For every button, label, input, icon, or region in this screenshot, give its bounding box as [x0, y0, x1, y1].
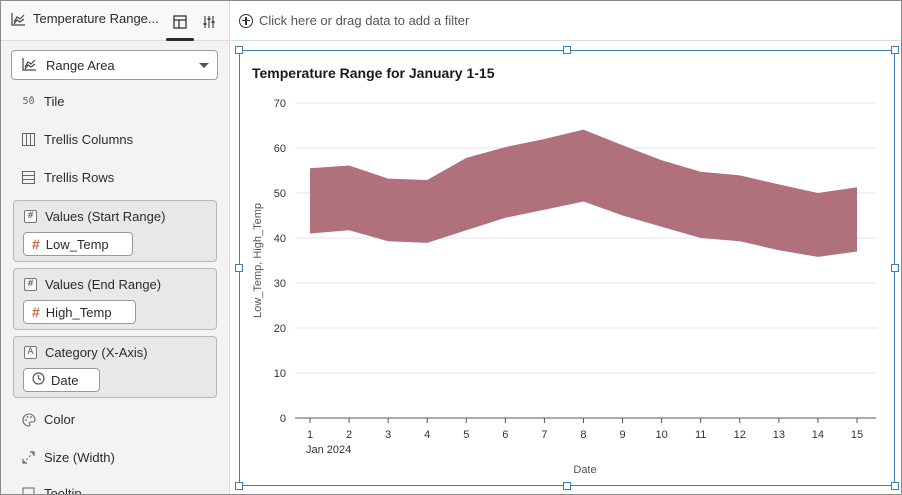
clock-icon: [32, 372, 45, 388]
resize-handle-bottom-right[interactable]: [891, 482, 899, 490]
visualization-tab-title: Temperature Range...: [33, 11, 159, 26]
x-tick-label: 6: [502, 429, 508, 441]
x-tick-label: 8: [580, 429, 586, 441]
tile-drop-target[interactable]: 5̄0 Tile: [21, 94, 64, 109]
y-tick-label: 50: [274, 188, 286, 200]
x-tick-label: 5: [463, 429, 469, 441]
size-drop-target[interactable]: Size (Width): [21, 450, 115, 465]
values-start-range-header: # Values (Start Range): [24, 209, 165, 224]
properties-tab-icon[interactable]: [198, 12, 220, 32]
x-tick-label: 4: [424, 429, 430, 441]
size-label: Size (Width): [44, 450, 115, 465]
x-tick-label: 3: [385, 429, 391, 441]
high-temp-chip-label: High_Temp: [45, 304, 112, 320]
y-tick-label: 0: [280, 413, 286, 425]
number-column-icon: #: [32, 236, 40, 252]
x-tick-label: 12: [734, 429, 746, 441]
values-end-range-label: Values (End Range): [45, 277, 162, 292]
attribute-icon: A: [24, 346, 37, 359]
values-start-range-group[interactable]: # Values (Start Range) # Low_Temp: [13, 200, 217, 262]
y-tick-label: 60: [274, 143, 286, 155]
tile-icon: 5̄0: [22, 96, 35, 107]
resize-handle-top-left[interactable]: [235, 46, 243, 54]
add-filter-icon[interactable]: [239, 13, 253, 28]
visualization-canvas[interactable]: Temperature Range for January 1-15 0 10 20…: [235, 46, 899, 490]
x-tick-label: 10: [656, 429, 668, 441]
temperature-range-area[interactable]: [310, 129, 857, 257]
visualization-tab[interactable]: Temperature Range...: [11, 11, 159, 26]
low-temp-chip[interactable]: # Low_Temp: [23, 232, 133, 256]
category-x-axis-group[interactable]: A Category (X-Axis) Date: [13, 336, 217, 398]
trellis-rows-icon: [21, 170, 36, 185]
x-tick-label: 14: [812, 429, 824, 441]
tooltip-label: Tooltip: [44, 486, 82, 494]
y-tick-label: 40: [274, 233, 286, 245]
values-end-range-header: # Values (End Range): [24, 277, 161, 292]
date-chip-label: Date: [51, 372, 79, 388]
x-axis-title: Date: [573, 464, 596, 476]
x-tick-label: 13: [773, 429, 785, 441]
resize-handle-left[interactable]: [235, 264, 243, 272]
tooltip-drop-target[interactable]: Tooltip: [21, 486, 82, 494]
color-label: Color: [44, 412, 76, 427]
visualization-type-value: Range Area: [46, 57, 115, 73]
high-temp-chip[interactable]: # High_Temp: [23, 300, 136, 324]
chart-title: Temperature Range for January 1-15: [252, 65, 495, 81]
category-x-axis-header: A Category (X-Axis): [24, 345, 148, 360]
values-start-range-label: Values (Start Range): [45, 209, 166, 224]
grammar-panel: Temperature Range... Range Area 5̄0 Tile…: [1, 1, 230, 494]
resize-handle-top-right[interactable]: [891, 46, 899, 54]
x-tick-label: 7: [541, 429, 547, 441]
resize-handle-bottom-left[interactable]: [235, 482, 243, 490]
values-end-range-group[interactable]: # Values (End Range) # High_Temp: [13, 268, 217, 330]
range-area-chart-icon: [22, 57, 37, 74]
x-tick-label: 2: [346, 429, 352, 441]
tooltip-icon: [21, 486, 36, 494]
filter-bar[interactable]: Click here or drag data to add a filter: [231, 1, 901, 41]
range-area-chart-icon: [11, 12, 26, 26]
panel-tab-bar: Temperature Range...: [1, 1, 229, 41]
trellis-columns-label: Trellis Columns: [44, 132, 134, 147]
y-axis-title: Low_Temp, High_Temp: [252, 203, 264, 318]
visualization-type-select[interactable]: Range Area: [11, 50, 218, 80]
y-tick-label: 30: [274, 278, 286, 290]
x-tick-label: 1: [307, 429, 313, 441]
x-tick-label: 15: [851, 429, 863, 441]
y-tick-label: 20: [274, 323, 286, 335]
y-tick-label: 10: [274, 368, 286, 380]
trellis-columns-icon: [21, 132, 36, 147]
x-tick-label: 9: [619, 429, 625, 441]
trellis-columns-drop-target[interactable]: Trellis Columns: [21, 132, 133, 147]
chevron-down-icon: [199, 63, 209, 68]
y-axis-tick-labels: 0 10 20 30 40 50 60 70: [274, 98, 286, 425]
x-axis-ticks: [309, 418, 858, 423]
tile-label: Tile: [44, 94, 65, 109]
active-tab-indicator: [166, 38, 194, 41]
category-x-axis-label: Category (X-Axis): [45, 345, 148, 360]
grammar-tab-icon[interactable]: [169, 12, 191, 32]
resize-handle-right[interactable]: [891, 264, 899, 272]
palette-icon: [21, 412, 36, 427]
x-axis-sublabel: Jan 2024: [306, 444, 351, 456]
y-tick-label: 70: [274, 98, 286, 110]
color-drop-target[interactable]: Color: [21, 412, 75, 427]
measure-icon: #: [24, 210, 37, 223]
trellis-rows-drop-target[interactable]: Trellis Rows: [21, 170, 114, 185]
resize-handle-bottom[interactable]: [563, 482, 571, 490]
trellis-rows-label: Trellis Rows: [44, 170, 115, 185]
low-temp-chip-label: Low_Temp: [45, 236, 109, 252]
resize-icon: [21, 450, 36, 465]
x-tick-label: 11: [695, 429, 706, 441]
number-column-icon: #: [32, 304, 40, 320]
resize-handle-top[interactable]: [563, 46, 571, 54]
measure-icon: #: [24, 278, 37, 291]
x-axis-tick-labels: 1 2 3 4 5 6 7 8 9 10 11 12 13 14 15: [307, 429, 863, 441]
filter-bar-placeholder: Click here or drag data to add a filter: [259, 13, 470, 28]
date-chip[interactable]: Date: [23, 368, 100, 392]
